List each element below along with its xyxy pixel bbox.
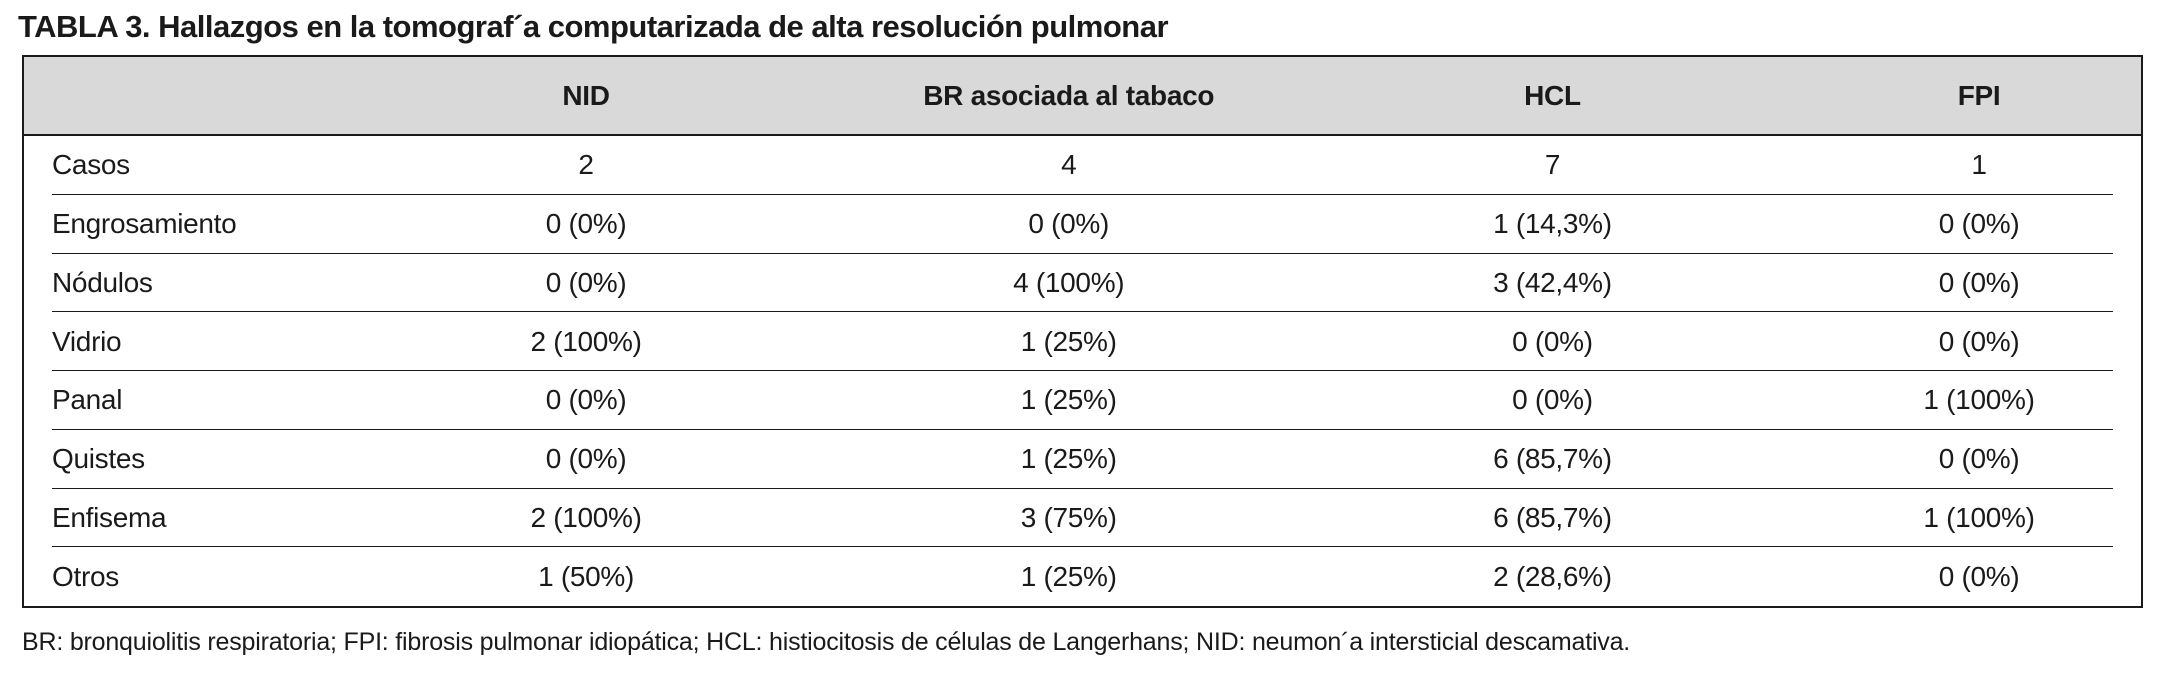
table-row: Panal 0 (0%) 1 (25%) 0 (0%) 1 (100%)	[24, 371, 2141, 430]
table-row: Otros 1 (50%) 1 (25%) 2 (28,6%) 0 (0%)	[24, 547, 2141, 606]
cell-value: 6 (85,7%)	[1493, 443, 1612, 475]
cell-value: 1 (50%)	[538, 560, 635, 592]
cell-value: 3 (75%)	[1020, 501, 1117, 533]
cell-value: 1 (14,3%)	[1493, 208, 1612, 240]
header-cell-nid: NID	[562, 79, 610, 111]
cell-value: 6 (85,7%)	[1493, 501, 1612, 533]
row-label: Casos	[52, 149, 130, 181]
table-row: Nódulos 0 (0%) 4 (100%) 3 (42,4%) 0 (0%)	[24, 253, 2141, 313]
header-cell-br-tabaco: BR asociada al tabaco	[923, 79, 1215, 111]
cell-value: 0 (0%)	[1028, 208, 1110, 240]
row-label: Panal	[52, 384, 123, 416]
cell-value: 2 (28,6%)	[1493, 560, 1612, 592]
cell-value: 0 (0%)	[1938, 208, 2020, 240]
cell-value: 1 (100%)	[1923, 501, 2035, 533]
cell-value: 0 (0%)	[1938, 266, 2020, 298]
cell-value: 2 (100%)	[530, 325, 642, 357]
row-label: Engrosamiento	[52, 208, 237, 240]
table-body: Casos 2 4 7 1 Engrosamiento 0 (0%) 0 (0%) 1 (14,…	[24, 136, 2141, 606]
cell-value: 3 (42,4%)	[1493, 266, 1612, 298]
cell-value: 2 (100%)	[530, 501, 642, 533]
cell-value: 4	[1061, 149, 1077, 181]
header-cell-fpi: FPI	[1957, 79, 2001, 111]
cell-value: 0 (0%)	[1512, 325, 1593, 357]
table-row: Quistes 0 (0%) 1 (25%) 6 (85,7%) 0 (0%)	[24, 429, 2141, 489]
row-label: Quistes	[52, 443, 145, 475]
cell-value: 0 (0%)	[545, 443, 627, 475]
cell-value: 1	[1971, 149, 1987, 181]
cell-value: 0 (0%)	[545, 384, 627, 416]
row-label: Nódulos	[52, 266, 153, 298]
table-row: Vidrio 2 (100%) 1 (25%) 0 (0%) 0 (0%)	[24, 312, 2141, 371]
cell-value: 1 (100%)	[1923, 384, 2035, 416]
table-header-row: NID BR asociada al tabaco HCL FPI	[24, 57, 2141, 136]
cell-value: 7	[1544, 149, 1561, 181]
cell-value: 2	[578, 149, 594, 181]
cell-value: 0 (0%)	[1938, 560, 2020, 592]
cell-value: 0 (0%)	[545, 208, 627, 240]
findings-table: NID BR asociada al tabaco HCL FPI Casos 2…	[22, 55, 2143, 608]
table-row: Enfisema 2 (100%) 3 (75%) 6 (85,7%) 1 (100%)	[24, 488, 2141, 548]
cell-value: 1 (25%)	[1020, 384, 1117, 416]
cell-value: 1 (25%)	[1020, 560, 1117, 592]
row-label: Vidrio	[52, 325, 122, 357]
cell-value: 4 (100%)	[1013, 266, 1125, 298]
abbreviations-footnote: BR: bronquiolitis respiratoria; FPI: fib…	[22, 628, 1631, 656]
row-label: Enfisema	[52, 501, 167, 533]
cell-value: 0 (0%)	[1938, 443, 2020, 475]
header-cell-hcl: HCL	[1524, 79, 1581, 111]
table-title: TABLA 3. Hallazgos en la tomograf´a comp…	[18, 9, 1169, 44]
table-row: Casos 2 4 7 1	[24, 136, 2141, 195]
cell-value: 1 (25%)	[1020, 443, 1117, 475]
cell-value: 0 (0%)	[545, 266, 627, 298]
cell-value: 1 (25%)	[1020, 325, 1117, 357]
table-row: Engrosamiento 0 (0%) 0 (0%) 1 (14,3%) 0 (0%)	[24, 194, 2141, 254]
cell-value: 0 (0%)	[1512, 384, 1593, 416]
cell-value: 0 (0%)	[1938, 325, 2020, 357]
row-label: Otros	[52, 560, 119, 592]
